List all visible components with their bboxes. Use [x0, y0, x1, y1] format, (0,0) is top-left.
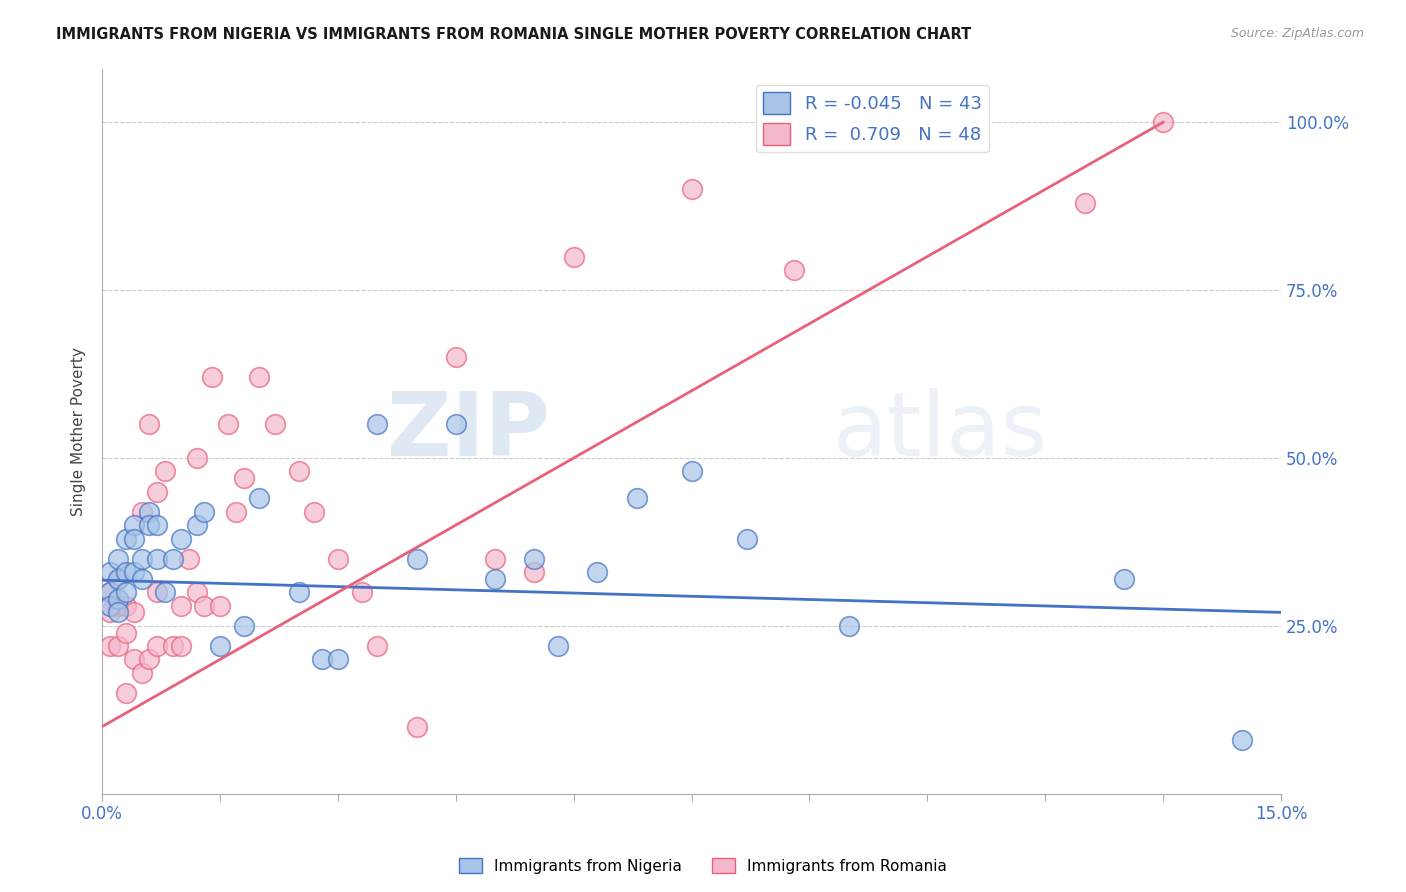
Point [193, 599, 215, 613]
Point [153, 585, 176, 599]
Point [131, 572, 153, 586]
Point [232, 471, 254, 485]
Point [131, 551, 153, 566]
Point [956, 115, 979, 129]
Point [146, 551, 169, 566]
Point [138, 417, 160, 432]
Point [98, 599, 121, 613]
Point [107, 572, 129, 586]
Point [201, 370, 224, 384]
Point [98, 585, 121, 599]
Legend: Immigrants from Nigeria, Immigrants from Romania: Immigrants from Nigeria, Immigrants from… [453, 852, 953, 880]
Point [586, 565, 609, 579]
Point [107, 639, 129, 653]
Point [838, 619, 860, 633]
Point [1073, 195, 1095, 210]
Point [444, 350, 467, 364]
Point [186, 518, 208, 533]
Point [162, 551, 184, 566]
Point [405, 551, 427, 566]
Point [177, 551, 200, 566]
Point [122, 565, 145, 579]
Point [114, 565, 136, 579]
Point [138, 652, 160, 666]
Point [186, 585, 208, 599]
Point [366, 417, 388, 432]
Point [523, 565, 546, 579]
Point [547, 639, 569, 653]
Point [287, 585, 309, 599]
Point [287, 464, 309, 478]
Point [247, 370, 270, 384]
Point [350, 585, 373, 599]
Point [523, 551, 546, 566]
Point [122, 606, 145, 620]
Point [98, 606, 121, 620]
Text: atlas: atlas [832, 388, 1047, 475]
Point [209, 639, 232, 653]
Point [122, 652, 145, 666]
Point [114, 599, 136, 613]
Text: IMMIGRANTS FROM NIGERIA VS IMMIGRANTS FROM ROMANIA SINGLE MOTHER POVERTY CORRELA: IMMIGRANTS FROM NIGERIA VS IMMIGRANTS FR… [56, 27, 972, 42]
Point [405, 719, 427, 733]
Point [162, 639, 184, 653]
Point [107, 599, 129, 613]
Point [146, 518, 169, 533]
Point [225, 505, 247, 519]
Point [138, 518, 160, 533]
Point [98, 565, 121, 579]
Point [122, 532, 145, 546]
Point [114, 686, 136, 700]
Point [170, 599, 193, 613]
Point [98, 639, 121, 653]
Point [153, 464, 176, 478]
Point [209, 599, 232, 613]
Point [114, 532, 136, 546]
Point [681, 464, 703, 478]
Point [186, 450, 208, 465]
Point [217, 417, 239, 432]
Point [146, 484, 169, 499]
Point [146, 585, 169, 599]
Y-axis label: Single Mother Poverty: Single Mother Poverty [72, 347, 86, 516]
Point [1112, 572, 1135, 586]
Point [264, 417, 287, 432]
Point [107, 572, 129, 586]
Point [114, 625, 136, 640]
Point [326, 551, 349, 566]
Point [311, 652, 333, 666]
Point [138, 505, 160, 519]
Legend: R = -0.045   N = 43, R =  0.709   N = 48: R = -0.045 N = 43, R = 0.709 N = 48 [756, 85, 988, 153]
Point [131, 505, 153, 519]
Point [681, 182, 703, 196]
Point [98, 585, 121, 599]
Point [107, 606, 129, 620]
Text: ZIP: ZIP [388, 388, 550, 475]
Point [107, 591, 129, 606]
Point [484, 551, 506, 566]
Point [304, 505, 326, 519]
Point [366, 639, 388, 653]
Text: Source: ZipAtlas.com: Source: ZipAtlas.com [1230, 27, 1364, 40]
Point [107, 551, 129, 566]
Point [114, 585, 136, 599]
Point [326, 652, 349, 666]
Point [1152, 115, 1174, 129]
Point [735, 532, 758, 546]
Point [122, 518, 145, 533]
Point [146, 639, 169, 653]
Point [444, 417, 467, 432]
Point [247, 491, 270, 506]
Point [170, 532, 193, 546]
Point [232, 619, 254, 633]
Point [170, 639, 193, 653]
Point [626, 491, 648, 506]
Point [131, 665, 153, 680]
Point [783, 263, 806, 277]
Point [562, 250, 585, 264]
Point [1230, 733, 1253, 747]
Point [484, 572, 506, 586]
Point [193, 505, 215, 519]
